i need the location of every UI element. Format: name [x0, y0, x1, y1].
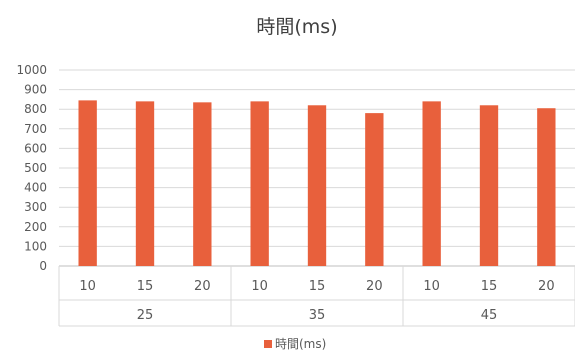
chart-title: 時間(ms) [256, 16, 337, 38]
bar [422, 101, 441, 266]
x-category-label: 15 [309, 279, 326, 294]
x-category-label: 20 [538, 279, 555, 294]
x-category-label: 20 [194, 279, 211, 294]
bar [365, 113, 384, 267]
y-tick-label: 400 [24, 181, 47, 195]
x-category-label: 15 [481, 279, 498, 294]
y-tick-label: 600 [24, 141, 47, 155]
x-axis: 10 15 20 25 10 15 20 35 10 15 20 45 [58, 266, 575, 327]
x-group-label: 35 [309, 308, 326, 323]
y-tick-label: 200 [24, 220, 47, 234]
bars [78, 100, 556, 267]
y-tick-label: 900 [24, 83, 47, 97]
y-tick-label: 100 [24, 239, 47, 253]
x-group-label: 25 [137, 308, 154, 323]
bar [307, 105, 327, 266]
y-tick-label: 800 [24, 102, 47, 116]
bar [193, 102, 212, 266]
x-category-label: 15 [137, 279, 154, 294]
legend-label: 時間(ms) [275, 337, 326, 351]
y-tick-label: 300 [24, 200, 47, 214]
legend-swatch [264, 340, 272, 348]
legend: 時間(ms) [264, 337, 326, 351]
bar [78, 100, 97, 266]
bar [250, 101, 269, 266]
x-category-label: 20 [366, 279, 383, 294]
x-category-label: 10 [251, 279, 268, 294]
y-tick-label: 500 [24, 161, 47, 175]
bar [135, 101, 155, 266]
y-tick-label: 1000 [16, 63, 47, 77]
bar [537, 108, 556, 266]
y-tick-label: 0 [39, 259, 47, 273]
x-group-label: 45 [481, 308, 498, 323]
y-axis-ticks: 0 100 200 300 400 500 600 700 800 900 1000 [16, 63, 47, 273]
bar [479, 105, 499, 266]
y-tick-label: 700 [24, 122, 47, 136]
x-category-label: 10 [79, 279, 96, 294]
x-category-label: 10 [423, 279, 440, 294]
